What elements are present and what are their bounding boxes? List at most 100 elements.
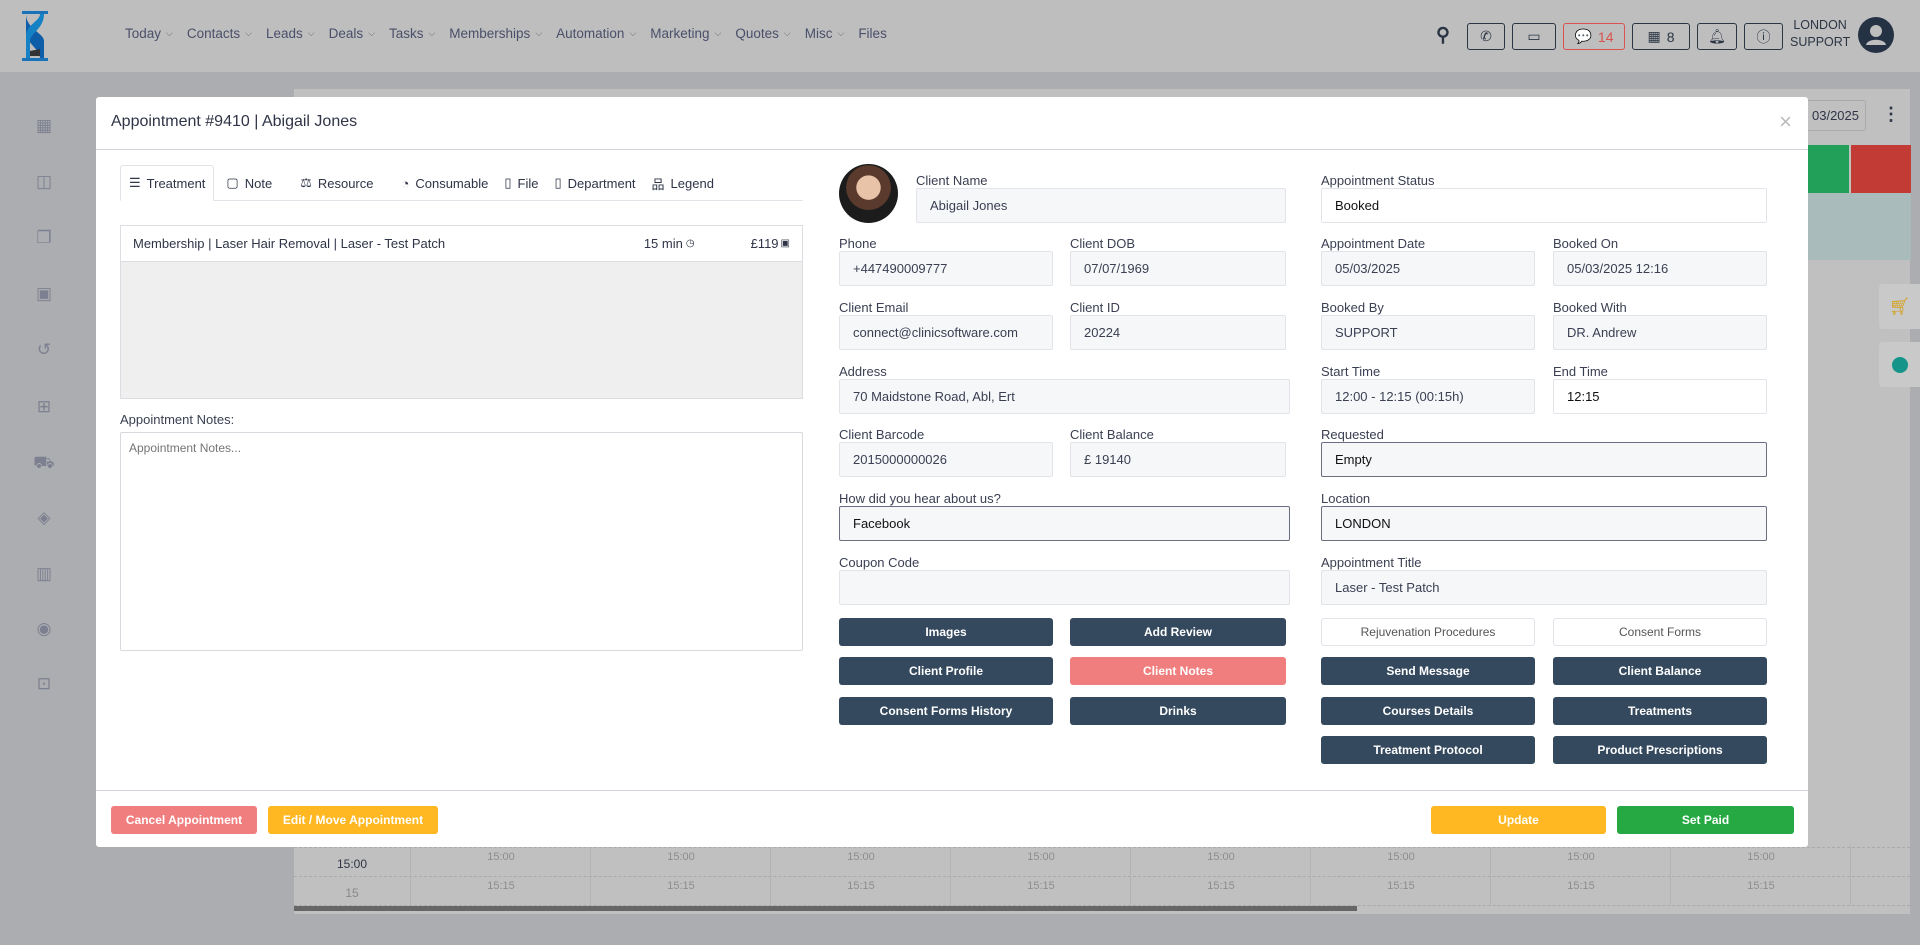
drinks-button[interactable]: Drinks <box>1070 697 1286 725</box>
calendar-icon[interactable]: ▦ <box>35 116 53 135</box>
client-profile-button[interactable]: Client Profile <box>839 657 1053 685</box>
chevron-down-icon: ⌵ <box>837 28 845 38</box>
phone-button[interactable]: ✆ <box>1467 23 1505 50</box>
box-icon[interactable]: ◫ <box>35 172 53 191</box>
status-field[interactable]: Booked <box>1321 188 1767 223</box>
history-icon[interactable]: ↺ <box>36 340 52 359</box>
nav-memberships[interactable]: Memberships ⌵ <box>449 26 542 41</box>
start-field[interactable]: 12:00 - 12:15 (00:15h) <box>1321 379 1535 414</box>
nav-automation[interactable]: Automation ⌵ <box>556 26 636 41</box>
consent-history-button[interactable]: Consent Forms History <box>839 697 1053 725</box>
images-button[interactable]: Images <box>839 618 1053 646</box>
client-balance-button[interactable]: Client Balance <box>1553 657 1767 685</box>
tag-icon[interactable]: ◈ <box>37 508 51 527</box>
nav-marketing[interactable]: Marketing ⌵ <box>650 26 721 41</box>
calendar-column[interactable]: 15:00 15:15 <box>1670 845 1775 905</box>
balance-field[interactable]: £ 19140 <box>1070 442 1286 477</box>
tab-legend[interactable]: 品 Legend <box>644 165 722 201</box>
booked-with-field[interactable]: DR. Andrew <box>1553 315 1767 350</box>
calendar-column[interactable]: 15:00 15:15 <box>1490 845 1595 905</box>
nav-contacts[interactable]: Contacts ⌵ <box>187 26 252 41</box>
logo-icon[interactable] <box>22 11 48 61</box>
tab-department[interactable]: ▯ Department <box>546 165 643 201</box>
tab-file[interactable]: ▯ File <box>496 165 546 201</box>
send-message-button[interactable]: Send Message <box>1321 657 1535 685</box>
nav-label: Memberships <box>449 26 531 41</box>
store-button[interactable]: ▦ 8 <box>1632 23 1690 50</box>
gift-icon[interactable]: ⊞ <box>36 397 52 416</box>
coupon-field[interactable] <box>839 570 1290 605</box>
tab-resource[interactable]: ⚖ Resource <box>292 165 381 201</box>
phone-field[interactable]: +447490009777 <box>839 251 1053 286</box>
hear-label: How did you hear about us? <box>839 491 1001 506</box>
edit-move-appointment-button[interactable]: Edit / Move Appointment <box>268 806 438 834</box>
hear-field[interactable]: Facebook <box>839 506 1290 541</box>
appt-title-field[interactable]: Laser - Test Patch <box>1321 570 1767 605</box>
barcode-field[interactable]: 2015000000026 <box>839 442 1053 477</box>
location-field[interactable]: LONDON <box>1321 506 1767 541</box>
consent-forms-button[interactable]: Consent Forms <box>1553 618 1767 646</box>
tab-treatment[interactable]: ☰ Treatment <box>120 165 215 201</box>
whatsapp-float-button[interactable] <box>1879 342 1920 387</box>
camera-icon[interactable]: ▣ <box>35 284 53 303</box>
address-field[interactable]: 70 Maidstone Road, Abl, Ert <box>839 379 1290 414</box>
client-name-field[interactable]: Abigail Jones <box>916 188 1286 223</box>
calendar-column[interactable]: 15:00 15:15 <box>590 845 695 905</box>
client-name-label: Client Name <box>916 173 988 188</box>
tab-note[interactable]: ▢ Note <box>218 165 280 201</box>
nav-today[interactable]: Today ⌵ <box>125 26 173 41</box>
prescriptions-button[interactable]: Product Prescriptions <box>1553 736 1767 764</box>
slot-time: 15:00 <box>667 851 695 863</box>
client-notes-button[interactable]: Client Notes <box>1070 657 1286 685</box>
appointment-notes-input[interactable] <box>120 432 803 651</box>
help-button[interactable]: ⓘ <box>1744 23 1783 50</box>
chat-button[interactable]: 💬 14 <box>1563 23 1625 50</box>
calendar-column[interactable] <box>1850 845 1851 905</box>
user-circle-icon[interactable]: ◉ <box>36 619 52 638</box>
booked-on-field[interactable]: 05/03/2025 12:16 <box>1553 251 1767 286</box>
tab-consumable[interactable]: ◔ Consumable <box>393 165 496 201</box>
calendar-column[interactable]: 15:00 15:15 <box>770 845 875 905</box>
set-paid-button[interactable]: Set Paid <box>1617 806 1794 834</box>
inbox-button[interactable]: ▭ <box>1512 23 1556 50</box>
nav-files[interactable]: Files <box>858 26 887 41</box>
copy-icon[interactable]: ❐ <box>36 228 52 247</box>
booked-by-field[interactable]: SUPPORT <box>1321 315 1535 350</box>
more-icon[interactable]: ⋮ <box>1882 104 1900 124</box>
lock-icon[interactable]: ⊡ <box>36 674 52 693</box>
calendar-column[interactable]: 15:00 15:15 <box>950 845 1055 905</box>
nav-quotes[interactable]: Quotes ⌵ <box>735 26 790 41</box>
requested-field[interactable]: Empty <box>1321 442 1767 477</box>
end-field[interactable]: 12:15 <box>1553 379 1767 414</box>
protocol-button[interactable]: Treatment Protocol <box>1321 736 1535 764</box>
dob-field[interactable]: 07/07/1969 <box>1070 251 1286 286</box>
courses-button[interactable]: Courses Details <box>1321 697 1535 725</box>
cancel-appointment-button[interactable]: Cancel Appointment <box>111 806 257 834</box>
cart-float-button[interactable]: 🛒︎ <box>1879 284 1920 329</box>
calendar-column[interactable]: 15:00 15:15 <box>410 845 515 905</box>
search-icon[interactable]: ⚲ <box>1436 25 1450 46</box>
horizontal-scrollbar[interactable] <box>294 906 1357 911</box>
notifications-button[interactable]: 🔔︎ <box>1697 23 1737 50</box>
update-button[interactable]: Update <box>1431 806 1606 834</box>
nav-deals[interactable]: Deals ⌵ <box>329 26 375 41</box>
nav-label: Misc <box>804 26 833 41</box>
slot-time: 15:00 <box>1027 851 1055 863</box>
client-id-field[interactable]: 20224 <box>1070 315 1286 350</box>
user-menu[interactable]: LONDON SUPPORT <box>1790 17 1850 51</box>
reports-icon[interactable]: ▥ <box>35 564 53 583</box>
rejuvenation-button[interactable]: Rejuvenation Procedures <box>1321 618 1535 646</box>
user-avatar[interactable] <box>1858 17 1894 53</box>
email-field[interactable]: connect@clinicsoftware.com <box>839 315 1053 350</box>
cart-icon[interactable]: ⛟ <box>33 453 55 472</box>
nav-leads[interactable]: Leads ⌵ <box>266 26 315 41</box>
calendar-column[interactable]: 15:00 15:15 <box>1130 845 1235 905</box>
nav-tasks[interactable]: Tasks ⌵ <box>389 26 435 41</box>
appt-date-field[interactable]: 05/03/2025 <box>1321 251 1535 286</box>
treatment-item[interactable]: Membership | Laser Hair Removal | Laser … <box>121 226 802 262</box>
treatments-button[interactable]: Treatments <box>1553 697 1767 725</box>
nav-misc[interactable]: Misc ⌵ <box>805 26 845 41</box>
close-icon[interactable]: × <box>1779 109 1792 134</box>
calendar-column[interactable]: 15:00 15:15 <box>1310 845 1415 905</box>
add-review-button[interactable]: Add Review <box>1070 618 1286 646</box>
